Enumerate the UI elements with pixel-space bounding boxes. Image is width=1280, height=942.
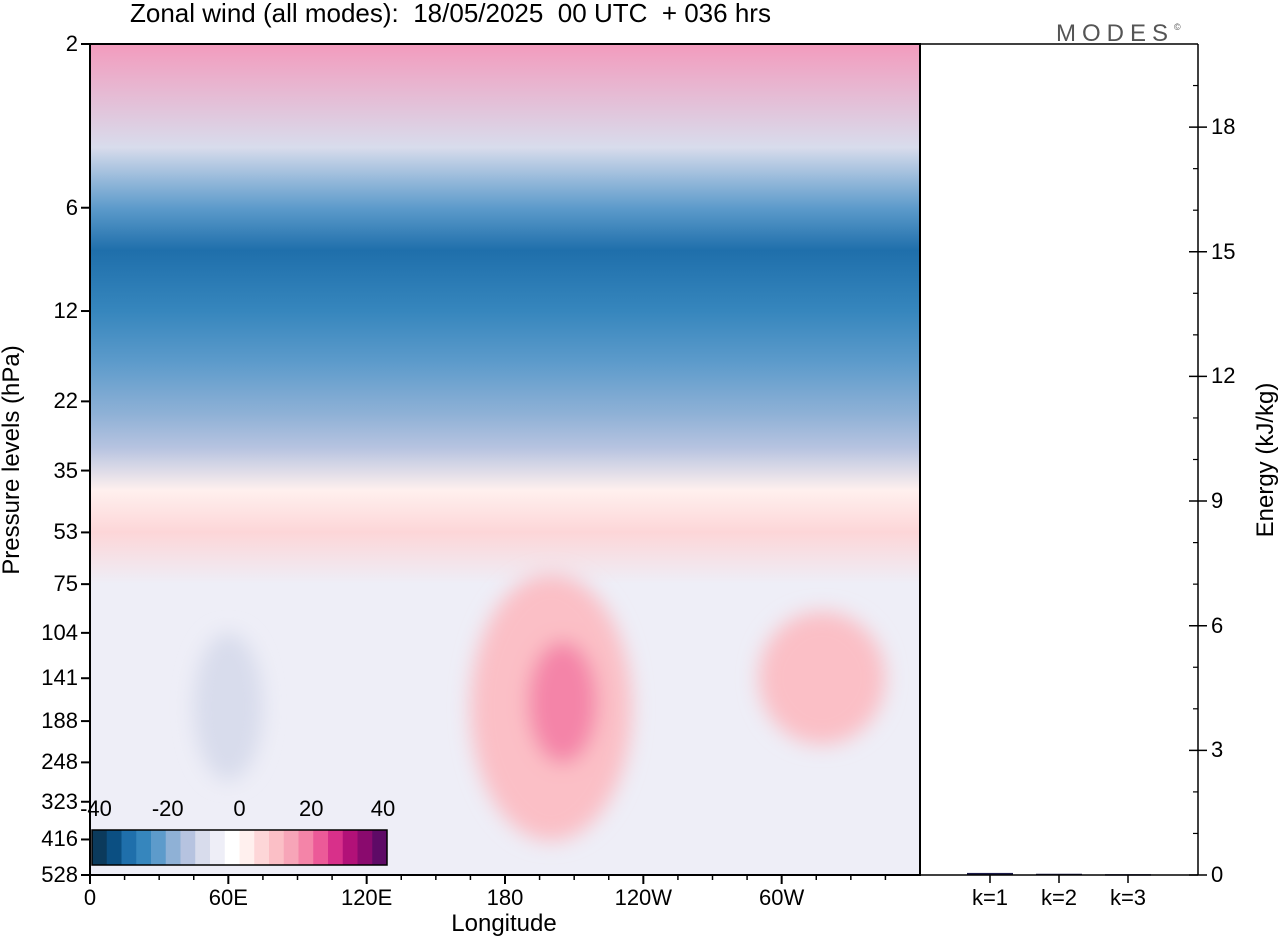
x-tick-label: 180	[486, 885, 524, 910]
colorbar	[91, 829, 388, 866]
colorbar-cell	[151, 830, 167, 865]
colorbar-cell	[283, 830, 299, 865]
x-tick-label: 120E	[340, 885, 393, 910]
colorbar-cell	[195, 830, 211, 865]
heatmap-features	[193, 573, 886, 841]
chart-title: Zonal wind (all modes): 18/05/2025 00 UT…	[130, 0, 771, 28]
colorbar-tick-label: 20	[299, 796, 324, 821]
colorbar-cell	[372, 830, 388, 865]
y-tick-label: 416	[41, 826, 78, 852]
x-tick-label: 0	[83, 885, 97, 910]
colorbar-cell	[239, 830, 255, 865]
colorbar-cell	[92, 830, 108, 865]
colorbar-tick-label: -40	[80, 796, 112, 821]
colorbar-cell	[328, 830, 344, 865]
y-tick-label: 248	[41, 749, 78, 775]
energy-tick-label: 9	[1211, 488, 1224, 514]
colorbar-cell	[165, 830, 181, 865]
energy-tick-label: 3	[1211, 737, 1224, 763]
colorbar-tick-label: -20	[151, 796, 184, 821]
x-tick-label: 60E	[208, 885, 248, 910]
logo-mark: ©	[1174, 22, 1181, 32]
energy-category-label: k=3	[1109, 885, 1147, 910]
y-tick-label: 2	[65, 31, 78, 56]
colorbar-cell	[106, 830, 122, 865]
colorbar-cell	[136, 830, 152, 865]
y-tick-label: 35	[53, 457, 78, 483]
heatmap-feature	[193, 632, 263, 781]
colorbar-tick-label: 40	[370, 796, 396, 821]
axes	[81, 43, 1207, 884]
heatmap-feature	[528, 641, 598, 764]
x-tick-label: 60W	[759, 885, 805, 910]
y-tick-label: 104	[41, 619, 78, 645]
energy-bar	[967, 872, 1013, 875]
modes-logo: MODES©	[1056, 20, 1181, 48]
colorbar-cell	[269, 830, 285, 865]
colorbar-cell	[254, 830, 270, 865]
energy-tick-label: 12	[1211, 363, 1236, 389]
energy-category-label: k=2	[1040, 885, 1078, 910]
colorbar-cell	[224, 830, 240, 865]
y-tick-label: 75	[53, 571, 78, 597]
y-tick-label: 12	[53, 298, 78, 324]
energy-category-label: k=1	[971, 885, 1009, 910]
x-tick-label: 120W	[614, 885, 673, 910]
y-tick-label: 53	[53, 519, 78, 545]
energy-tick-label: 15	[1211, 238, 1236, 264]
energy-tick-label: 6	[1211, 612, 1224, 638]
y-tick-label: 528	[41, 862, 78, 887]
colorbar-frame	[91, 829, 388, 866]
colorbar-cell	[357, 830, 373, 865]
colorbar-cell	[313, 830, 329, 865]
heatmap-feature	[758, 611, 886, 745]
y-tick-label: 188	[41, 708, 78, 734]
heatmap	[90, 44, 920, 875]
colorbar-cell	[180, 830, 196, 865]
colorbar-cell	[342, 830, 358, 865]
y-tick-label: 323	[41, 788, 78, 814]
y-tick-label: 6	[65, 194, 78, 220]
y-tick-label: 22	[53, 388, 78, 414]
y-tick-label: 141	[41, 665, 78, 691]
energy-tick-label: 0	[1211, 862, 1224, 887]
colorbar-cell	[121, 830, 137, 865]
x-axis-title: Longitude	[451, 910, 557, 937]
logo-text: MODES	[1056, 20, 1175, 47]
colorbar-cell	[210, 830, 226, 865]
colorbar-cell	[298, 830, 314, 865]
colorbar-tick-label: 0	[233, 796, 246, 821]
energy-tick-label: 18	[1211, 114, 1236, 140]
